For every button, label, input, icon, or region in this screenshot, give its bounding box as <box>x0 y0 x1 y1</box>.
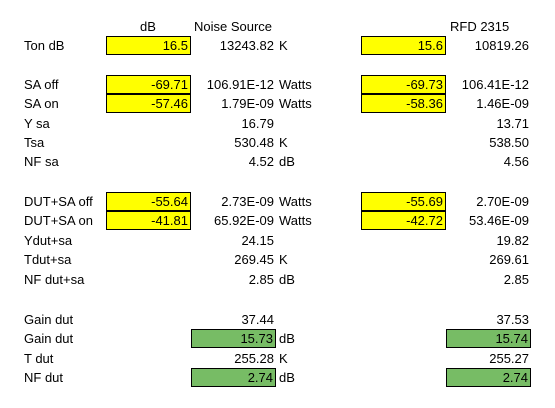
unit: dB <box>279 331 295 346</box>
ns-db-input[interactable]: -69.71 <box>106 75 191 94</box>
row-label: T dut <box>24 351 54 366</box>
rfd-value: 4.56 <box>503 154 529 169</box>
ns-value: 1.79E-09 <box>221 96 274 111</box>
unit: dB <box>279 272 295 287</box>
row-label: Ton dB <box>24 38 65 53</box>
row-nf-dut: NF dut 2.74 dB 2.74 <box>0 368 555 387</box>
rfd-db-input[interactable]: -69.73 <box>361 75 446 94</box>
row-nf-sa: NF sa 4.52 dB 4.56 <box>0 152 555 171</box>
unit: Watts <box>279 96 312 111</box>
row-label: Tsa <box>24 135 45 150</box>
row-t-dut: T dut 255.28 K 255.27 <box>0 349 555 368</box>
ns-value: 24.15 <box>241 233 274 248</box>
rfd-db-input[interactable]: -42.72 <box>361 211 446 230</box>
ns-value: 4.52 <box>248 154 274 169</box>
rfd-value: 13.71 <box>496 116 529 131</box>
header-rfd-2315: RFD 2315 <box>450 19 510 34</box>
row-label: DUT+SA off <box>24 194 93 209</box>
row-label: Gain dut <box>24 312 74 327</box>
row-sa-off: SA off -69.71 106.91E-12 Watts -69.73 10… <box>0 75 555 94</box>
row-label: NF dut <box>24 370 64 385</box>
row-label: DUT+SA on <box>24 213 94 228</box>
unit: Watts <box>279 77 312 92</box>
ns-value: 16.79 <box>241 116 274 131</box>
rfd-db-input[interactable]: -55.69 <box>361 192 446 211</box>
unit: dB <box>279 370 295 385</box>
ns-value: 530.48 <box>234 135 274 150</box>
row-label: NF dut+sa <box>24 272 85 287</box>
rfd-value: 538.50 <box>489 135 529 150</box>
row-label: Tdut+sa <box>24 252 72 267</box>
row-label: Y sa <box>24 116 50 131</box>
unit: K <box>279 252 288 267</box>
unit: K <box>279 135 288 150</box>
rfd-result-cell[interactable]: 2.74 <box>446 368 531 387</box>
row-label: NF sa <box>24 154 59 169</box>
ns-result-cell[interactable]: 2.74 <box>191 368 276 387</box>
rfd-db-input[interactable]: 15.6 <box>361 36 446 55</box>
ns-value: 2.73E-09 <box>221 194 274 209</box>
rfd-value: 53.46E-09 <box>469 213 529 228</box>
rfd-value: 2.85 <box>503 272 529 287</box>
row-tdut-sa: Tdut+sa 269.45 K 269.61 <box>0 250 555 269</box>
rfd-result-cell[interactable]: 15.74 <box>446 329 531 348</box>
ns-value: 255.28 <box>234 351 274 366</box>
ns-value: 269.45 <box>234 252 274 267</box>
unit: K <box>279 351 288 366</box>
row-dut-sa-off: DUT+SA off -55.64 2.73E-09 Watts -55.69 … <box>0 192 555 211</box>
ns-value: 2.85 <box>248 272 274 287</box>
rfd-value: 10819.26 <box>474 38 529 53</box>
row-nf-dut-sa: NF dut+sa 2.85 dB 2.85 <box>0 270 555 289</box>
ns-value: 106.91E-12 <box>206 77 274 92</box>
ns-value: 13243.82 <box>219 38 274 53</box>
ns-value: 65.92E-09 <box>214 213 274 228</box>
row-sa-on: SA on -57.46 1.79E-09 Watts -58.36 1.46E… <box>0 94 555 113</box>
rfd-value: 106.41E-12 <box>461 77 529 92</box>
ns-db-input[interactable]: -41.81 <box>106 211 191 230</box>
row-tsa: Tsa 530.48 K 538.50 <box>0 133 555 152</box>
row-label: Ydut+sa <box>24 233 73 248</box>
ns-db-input[interactable]: 16.5 <box>106 36 191 55</box>
ns-db-input[interactable]: -55.64 <box>106 192 191 211</box>
ns-db-input[interactable]: -57.46 <box>106 94 191 113</box>
rfd-value: 255.27 <box>489 351 529 366</box>
row-dut-sa-on: DUT+SA on -41.81 65.92E-09 Watts -42.72 … <box>0 211 555 230</box>
rfd-value: 19.82 <box>496 233 529 248</box>
row-ydut-sa: Ydut+sa 24.15 19.82 <box>0 231 555 250</box>
row-label: SA off <box>24 77 59 92</box>
rfd-value: 1.46E-09 <box>476 96 529 111</box>
row-label: Gain dut <box>24 331 74 346</box>
unit: dB <box>279 154 295 169</box>
row-gain-dut-linear: Gain dut 37.44 37.53 <box>0 310 555 329</box>
unit: Watts <box>279 194 312 209</box>
header-db: dB <box>140 19 156 34</box>
rfd-value: 37.53 <box>496 312 529 327</box>
header-noise-source: Noise Source <box>194 19 273 34</box>
row-ton-db: Ton dB 16.5 13243.82 K 15.6 10819.26 <box>0 36 555 55</box>
row-label: SA on <box>24 96 59 111</box>
ns-result-cell[interactable]: 15.73 <box>191 329 276 348</box>
ns-value: 37.44 <box>241 312 274 327</box>
rfd-value: 269.61 <box>489 252 529 267</box>
rfd-value: 2.70E-09 <box>476 194 529 209</box>
rfd-db-input[interactable]: -58.36 <box>361 94 446 113</box>
unit: K <box>279 38 288 53</box>
row-y-sa: Y sa 16.79 13.71 <box>0 114 555 133</box>
row-gain-dut-db: Gain dut 15.73 dB 15.74 <box>0 329 555 348</box>
unit: Watts <box>279 213 312 228</box>
